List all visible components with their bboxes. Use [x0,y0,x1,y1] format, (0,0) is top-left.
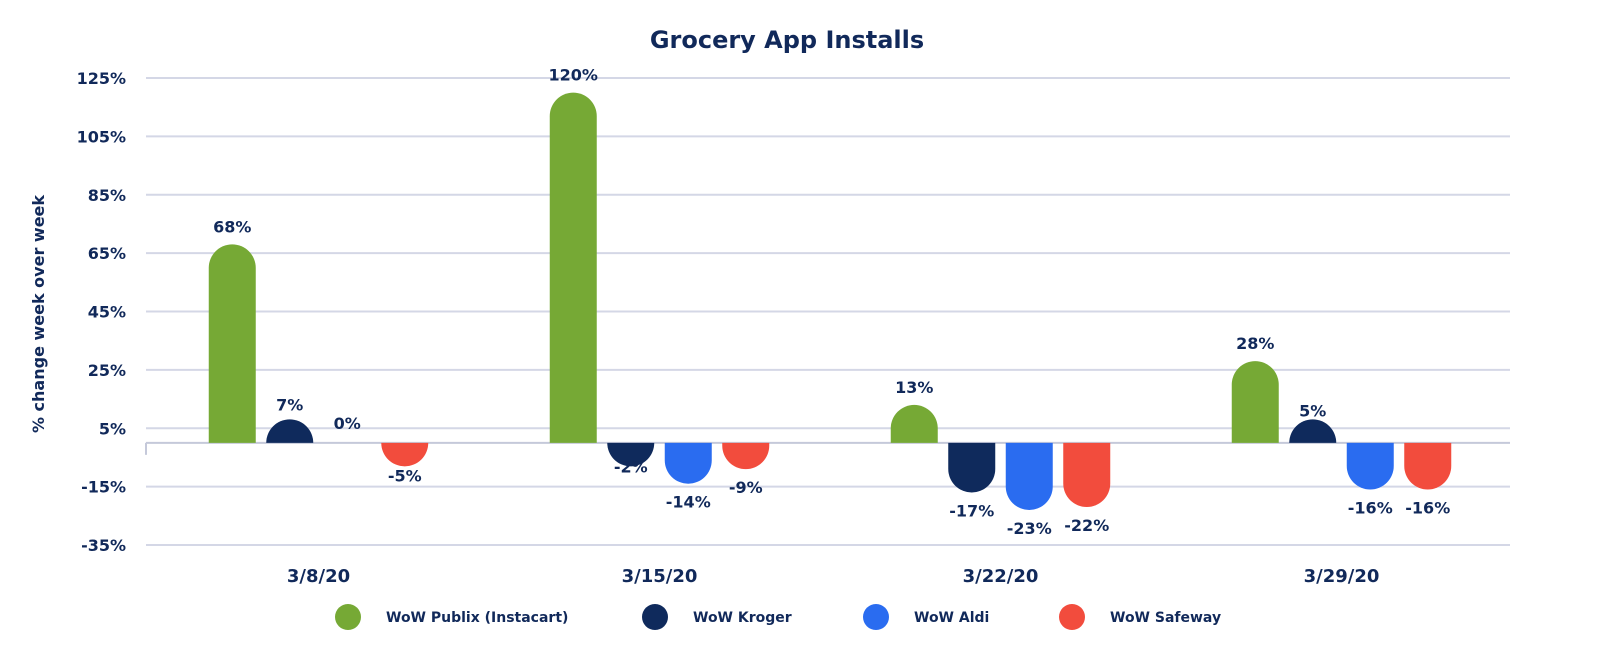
bar-wow-safeway-0 [381,442,429,467]
data-label: 13% [895,378,933,397]
data-label: -17% [949,501,994,520]
y-tick-label: 65% [88,244,126,263]
x-tick-label: 3/8/20 [287,566,350,587]
y-tick-label: 105% [77,127,126,146]
legend-label: WoW Kroger [693,610,792,626]
x-tick-label: 3/22/20 [963,566,1039,587]
legend-label: WoW Publix (Instacart) [386,610,568,626]
legend: WoW Publix (Instacart) WoW Kroger WoW Aldi… [335,604,1221,630]
bar-wow-safeway-2 [1063,442,1111,508]
bar-wow-kroger-0 [266,419,314,443]
bar-wow-aldi-1 [664,442,712,484]
data-label: -2% [614,458,648,477]
bar-wow-publix-instacart-2 [890,404,938,443]
y-tick-label: -35% [81,536,126,555]
data-label: -14% [666,493,711,512]
data-label: 28% [1236,334,1274,353]
x-axis-ticks: 3/8/20 3/15/20 3/22/20 3/29/20 [287,566,1380,587]
data-label: 68% [213,217,251,236]
x-tick-label: 3/29/20 [1304,566,1380,587]
bar-wow-publix-instacart-0 [208,244,256,443]
y-tick-label: 45% [88,303,126,322]
bar-wow-safeway-3 [1404,442,1452,490]
y-tick-label: 125% [77,69,126,88]
legend-swatch [863,604,889,630]
bar-wow-publix-instacart-1 [549,92,597,443]
gridlines [145,77,1510,546]
y-axis-label: % change week over week [29,195,48,433]
bar-wow-kroger-3 [1289,419,1337,443]
bar-wow-kroger-1 [607,442,655,467]
data-label: -16% [1405,499,1450,518]
data-label: -16% [1348,499,1393,518]
bar-wow-aldi-2 [1005,442,1053,510]
y-tick-label: 5% [99,419,126,438]
y-tick-label: 25% [88,361,126,380]
bar-wow-publix-instacart-3 [1231,361,1279,443]
y-tick-label: -15% [81,478,126,497]
bar-wow-safeway-1 [722,442,770,470]
data-labels: 68% 7% 0% -5% 120% -2% -14% -9% 13% -17% -23% -22% 2… [213,66,1450,538]
data-label: -9% [729,478,763,497]
legend-item: WoW Kroger [642,604,792,630]
bar-wow-aldi-3 [1346,442,1394,490]
legend-item: WoW Safeway [1059,604,1221,630]
data-label: -22% [1064,516,1109,535]
legend-item: WoW Aldi [863,604,989,630]
legend-label: WoW Aldi [914,610,989,626]
legend-swatch [1059,604,1085,630]
bar-wow-kroger-2 [948,442,996,493]
data-label: -5% [388,466,422,485]
y-tick-label: 85% [88,186,126,205]
chart-title: Grocery App Installs [650,26,924,54]
data-label: 7% [276,395,303,414]
data-label: 120% [549,66,598,85]
legend-swatch [642,604,668,630]
x-tick-label: 3/15/20 [622,566,698,587]
bars [208,92,1452,510]
data-label: -23% [1007,519,1052,538]
legend-swatch [335,604,361,630]
legend-label: WoW Safeway [1110,610,1221,626]
y-axis-ticks: 125% 105% 85% 65% 45% 25% 5% -15% -35% [77,69,126,555]
legend-item: WoW Publix (Instacart) [335,604,568,630]
data-label: 0% [334,414,361,433]
data-label: 5% [1299,401,1326,420]
